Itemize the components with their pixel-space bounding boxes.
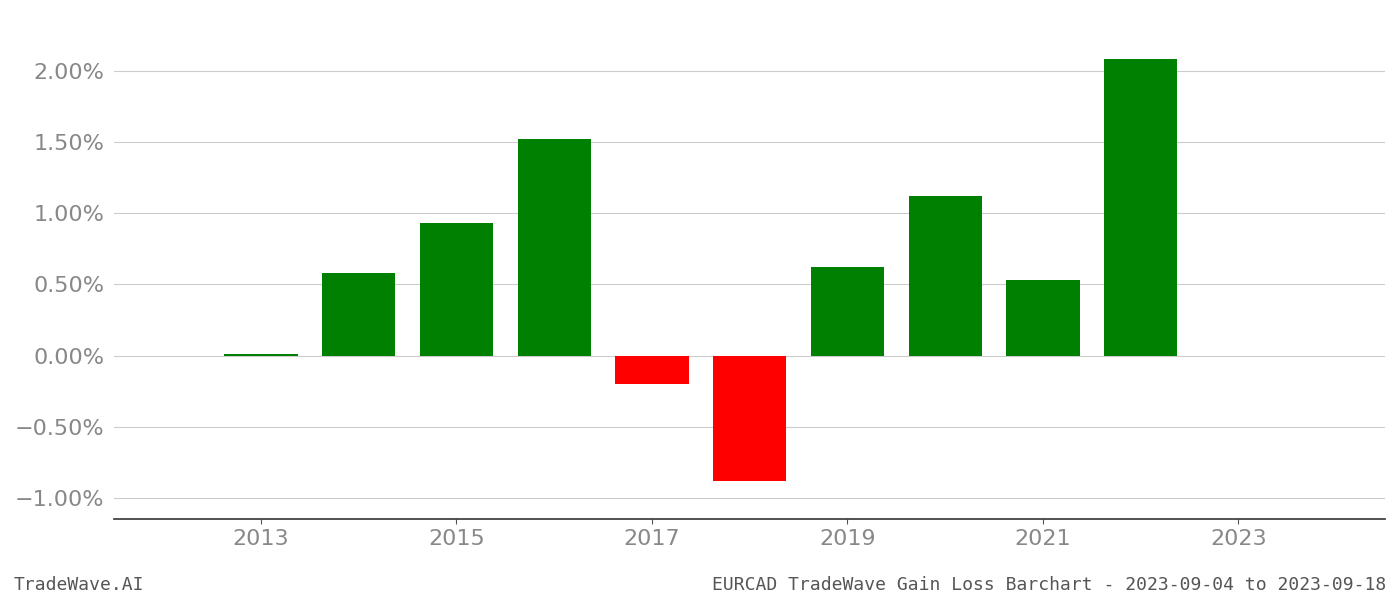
Text: TradeWave.AI: TradeWave.AI <box>14 576 144 594</box>
Bar <box>420 223 493 356</box>
Bar <box>811 267 883 356</box>
Bar <box>1105 59 1177 356</box>
Bar <box>322 273 395 356</box>
Bar <box>909 196 981 356</box>
Text: EURCAD TradeWave Gain Loss Barchart - 2023-09-04 to 2023-09-18: EURCAD TradeWave Gain Loss Barchart - 20… <box>711 576 1386 594</box>
Bar <box>713 356 787 481</box>
Bar <box>224 354 298 356</box>
Bar <box>615 356 689 384</box>
Bar <box>518 139 591 356</box>
Bar <box>1007 280 1079 356</box>
